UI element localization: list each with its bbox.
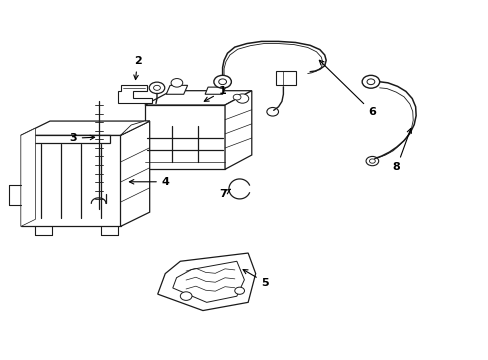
Polygon shape [166,85,187,94]
Polygon shape [172,261,244,302]
Text: 5: 5 [243,270,268,288]
Polygon shape [120,121,149,135]
Circle shape [236,94,248,103]
Circle shape [213,75,231,88]
Text: 3: 3 [69,133,94,143]
Polygon shape [21,121,149,135]
Text: 8: 8 [392,129,410,172]
Polygon shape [204,87,225,94]
Polygon shape [31,135,110,143]
Polygon shape [144,91,251,105]
Circle shape [218,79,226,85]
Polygon shape [144,105,224,169]
Circle shape [153,85,160,90]
Text: 1: 1 [204,86,226,101]
Text: 4: 4 [129,177,169,187]
Text: 7: 7 [219,189,230,199]
Circle shape [149,82,164,94]
Text: 6: 6 [319,60,376,117]
Polygon shape [21,128,35,226]
Circle shape [366,157,378,166]
Polygon shape [120,121,149,226]
Polygon shape [118,85,152,103]
Polygon shape [224,91,251,169]
Polygon shape [276,71,295,85]
Circle shape [362,75,379,88]
Circle shape [180,292,192,300]
Polygon shape [21,135,120,226]
Circle shape [369,159,374,163]
Circle shape [366,79,374,85]
Circle shape [233,94,241,100]
Circle shape [171,78,183,87]
Circle shape [234,287,244,294]
Circle shape [266,108,278,116]
Text: 2: 2 [133,57,141,80]
Polygon shape [158,253,255,311]
